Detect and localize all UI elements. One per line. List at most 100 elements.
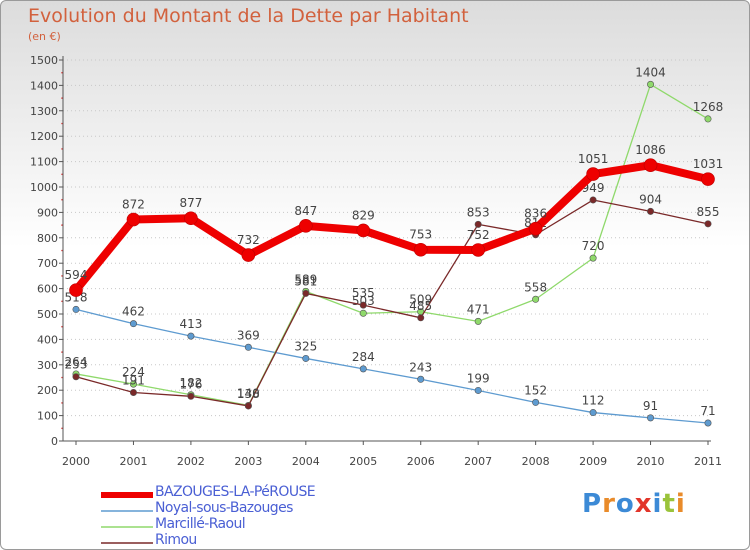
data-label: 847 [294,204,317,218]
x-tick-label: 2010 [637,455,665,468]
data-label: 753 [409,228,432,242]
data-point [359,301,367,309]
data-label: 199 [467,371,490,385]
x-tick-label: 2004 [292,455,320,468]
data-point [417,314,425,322]
y-tick-label: 1200 [30,130,58,143]
logo-letter: r [602,489,616,519]
y-tick-label: 1300 [30,105,58,118]
data-label: 264 [65,355,88,369]
data-label: 1268 [693,100,724,114]
x-tick-label: 2009 [579,455,607,468]
y-minor-tick [61,122,63,125]
y-minor-tick [61,224,63,226]
data-label: 369 [237,328,260,342]
legend-swatch-noyal [101,510,153,512]
data-label: 138 [237,387,260,401]
series-line [72,161,709,293]
data-point [589,254,597,262]
y-minor-tick [61,173,63,176]
y-tick-label: 800 [37,232,58,245]
data-label: 594 [65,268,88,282]
logo-letter: i [675,489,686,519]
data-label: 518 [65,290,88,304]
logo-letter: t [662,489,676,519]
y-minor-tick [61,427,63,430]
data-point [413,242,428,257]
y-minor-tick [61,71,63,74]
data-label: 752 [467,228,490,242]
data-label: 1031 [693,157,724,171]
proxiti-logo: Proxiti [582,489,686,519]
data-point [704,419,712,427]
x-tick-label: 2002 [177,455,205,468]
data-label: 877 [179,196,202,210]
data-point [244,402,252,410]
series-line [75,83,709,407]
data-label: 224 [122,365,145,379]
data-point [474,317,482,325]
data-point [474,220,482,228]
y-tick-label: 1100 [30,156,58,169]
data-label: 253 [65,358,88,372]
legend-label-rimou: Rimou [155,532,197,548]
x-tick-label: 2006 [407,455,435,468]
legend-label-marcille: Marcillé-Raoul [155,516,246,532]
data-label: 855 [697,205,720,219]
data-label: 589 [294,272,317,286]
y-tick-label: 1400 [30,79,58,92]
data-point [704,115,712,123]
data-point [471,243,485,257]
data-point [701,172,715,186]
legend-swatch-bazouges [101,492,153,498]
y-minor-tick [61,275,63,277]
y-tick-label: 600 [37,283,58,296]
data-point [589,196,597,204]
data-point [241,248,256,262]
y-minor-tick [61,148,63,150]
data-label: 112 [582,394,605,408]
data-label: 91 [643,399,658,413]
data-label: 485 [409,299,432,313]
data-label: 829 [352,208,375,222]
y-tick-label: 1000 [30,181,58,194]
y-tick-label: 300 [37,359,58,372]
data-point [586,167,600,181]
data-point [647,414,655,422]
logo-letter: o [615,489,635,519]
series-line [75,308,709,424]
data-label: 1404 [635,65,666,79]
x-tick-label: 2000 [62,455,90,468]
data-point [299,219,313,233]
y-tick-label: 0 [51,435,58,448]
data-point [643,158,658,172]
data-point [129,320,137,328]
y-minor-tick [61,198,63,201]
data-label: 503 [352,294,375,308]
data-point [532,398,540,406]
data-label: 872 [122,198,145,212]
y-minor-tick [61,249,63,252]
data-point [302,354,310,362]
data-point [647,207,655,215]
data-label: 732 [237,233,260,247]
data-point [72,373,80,381]
data-label: 558 [524,280,547,294]
data-label: 413 [179,317,202,331]
x-tick-label: 2003 [234,455,262,468]
data-label: 535 [352,286,375,300]
data-point [474,386,482,394]
data-label: 836 [524,207,547,221]
data-label: 1086 [635,143,666,157]
data-point [359,365,367,373]
y-tick-label: 100 [37,410,58,423]
data-point [532,295,540,303]
legend-label-bazouges: BAZOUGES-LA-PéROUSE [155,484,316,500]
data-point [187,332,195,340]
y-tick-label: 1500 [30,54,58,67]
data-label: 509 [409,293,432,307]
logo-letter: P [582,489,603,519]
data-label: 243 [409,360,432,374]
